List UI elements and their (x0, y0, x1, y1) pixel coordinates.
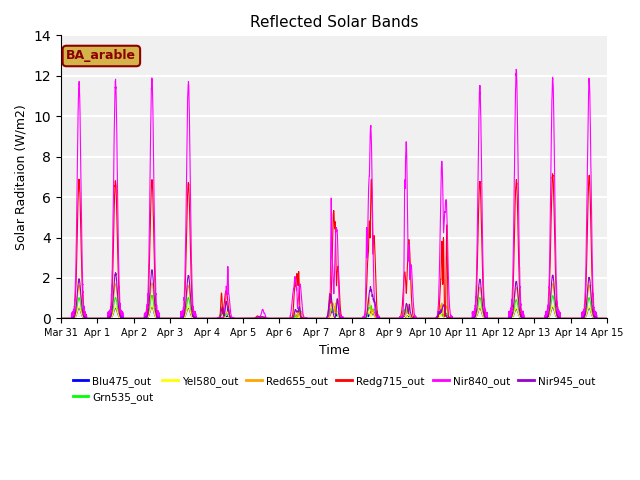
Grn535_out (541, 315, 549, 321)
Line: Blu475_out: Blu475_out (61, 307, 640, 318)
Nir945_out (541, 315, 549, 321)
Title: Reflected Solar Bands: Reflected Solar Bands (250, 15, 419, 30)
Nir945_out (148, 266, 156, 272)
Yel580_out (178, 315, 186, 321)
Grn535_out (148, 293, 156, 299)
Yel580_out (406, 314, 413, 320)
Red655_out (513, 285, 520, 291)
Line: Grn535_out: Grn535_out (61, 296, 640, 318)
Blu475_out (406, 311, 413, 317)
Yel580_out (548, 303, 556, 309)
Redg715_out (513, 180, 520, 185)
Nir840_out (374, 315, 382, 321)
Red655_out (178, 315, 186, 321)
Grn535_out (57, 315, 65, 321)
X-axis label: Time: Time (319, 344, 349, 357)
Red655_out (148, 280, 156, 286)
Nir840_out (512, 69, 520, 74)
Nir840_out (57, 315, 65, 321)
Y-axis label: Solar Raditaion (W/m2): Solar Raditaion (W/m2) (15, 104, 28, 250)
Line: Redg715_out: Redg715_out (61, 174, 640, 318)
Blu475_out (374, 315, 382, 321)
Yel580_out (57, 315, 65, 321)
Legend: Blu475_out, Grn535_out, Yel580_out, Red655_out, Redg715_out, Nir840_out, Nir945_: Blu475_out, Grn535_out, Yel580_out, Red6… (68, 372, 600, 407)
Text: BA_arable: BA_arable (67, 49, 136, 62)
Redg715_out (406, 281, 413, 287)
Red655_out (406, 308, 413, 314)
Nir945_out (57, 315, 65, 321)
Blu475_out (57, 315, 65, 321)
Yel580_out (541, 315, 548, 321)
Line: Nir945_out: Nir945_out (61, 269, 640, 318)
Red655_out (374, 315, 382, 321)
Yel580_out (556, 315, 564, 321)
Yel580_out (513, 305, 520, 311)
Red655_out (556, 315, 564, 321)
Nir945_out (406, 310, 413, 315)
Line: Nir840_out: Nir840_out (61, 72, 640, 318)
Nir840_out (178, 314, 186, 320)
Grn535_out (178, 315, 186, 321)
Red655_out (541, 315, 549, 321)
Line: Red655_out: Red655_out (61, 283, 640, 318)
Nir840_out (556, 311, 564, 317)
Blu475_out (513, 306, 520, 312)
Grn535_out (406, 310, 413, 315)
Nir840_out (513, 69, 520, 74)
Nir945_out (556, 314, 564, 320)
Redg715_out (178, 312, 186, 317)
Redg715_out (374, 315, 382, 321)
Red655_out (57, 315, 65, 321)
Redg715_out (541, 315, 548, 321)
Blu475_out (541, 315, 549, 321)
Blu475_out (556, 315, 564, 321)
Grn535_out (374, 315, 382, 321)
Redg715_out (556, 313, 564, 319)
Redg715_out (57, 315, 65, 321)
Blu475_out (148, 304, 156, 310)
Nir840_out (406, 178, 413, 183)
Grn535_out (513, 297, 520, 303)
Blu475_out (178, 315, 186, 321)
Grn535_out (556, 315, 564, 321)
Nir945_out (374, 315, 382, 321)
Yel580_out (374, 315, 382, 321)
Nir945_out (178, 315, 186, 321)
Nir945_out (513, 279, 520, 285)
Nir840_out (541, 315, 549, 321)
Line: Yel580_out: Yel580_out (61, 306, 640, 318)
Redg715_out (549, 171, 557, 177)
